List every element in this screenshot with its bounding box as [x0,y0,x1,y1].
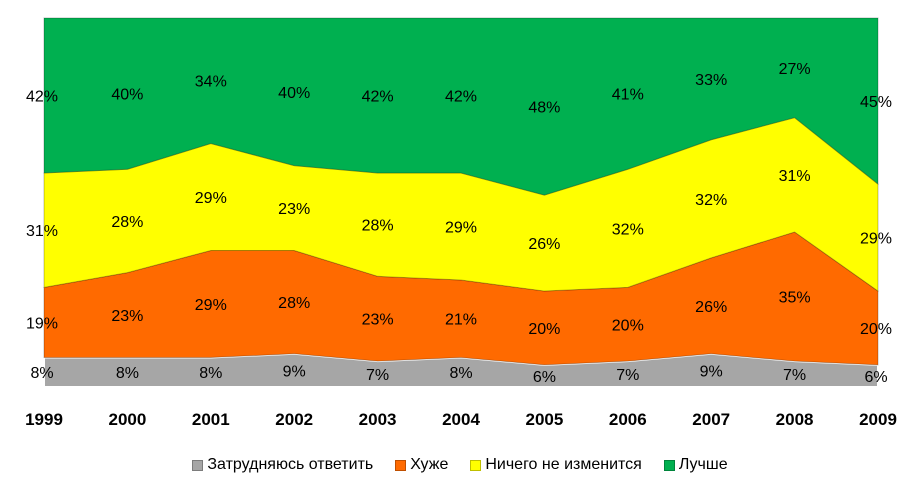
data-label: 29% [195,190,227,207]
legend-item: Лучше [663,456,728,474]
data-label: 23% [278,201,310,218]
data-label: 26% [695,299,727,316]
data-label: 42% [445,88,477,105]
data-label: 7% [366,367,389,384]
data-label: 41% [612,87,644,104]
data-label: 31% [779,168,811,185]
data-label: 7% [616,367,639,384]
data-label: 45% [860,94,892,111]
x-tick-label: 2009 [859,410,897,429]
x-tick-label: 2003 [359,410,397,429]
x-tick-label: 2005 [525,410,563,429]
legend-label: Лучше [678,456,728,473]
data-label: 40% [278,85,310,102]
data-label: 9% [283,363,306,380]
data-label: 20% [528,321,560,338]
area-3 [43,17,879,196]
data-label: 8% [199,365,222,382]
data-label: 32% [612,221,644,238]
data-label: 40% [111,87,143,104]
data-labels: 8% 8% 8% 9% 7% 8% 6% 7% 9% 7% 6% 19% 23% 29% 28% 23% 21%… [26,61,892,386]
x-tick-label: 2001 [192,410,230,429]
legend-item: Ничего не изменится [470,456,642,474]
data-label: 8% [30,365,53,382]
legend-swatch [395,459,407,471]
data-label: 48% [528,100,560,117]
data-label: 28% [278,295,310,312]
legend-item: Затрудняюсь ответить [192,456,373,474]
data-label: 23% [362,312,394,329]
legend-label: Ничего не изменится [485,456,642,473]
data-label: 8% [449,365,472,382]
data-label: 29% [860,231,892,248]
data-label: 35% [779,290,811,307]
data-label: 20% [612,317,644,334]
x-tick-label: 2006 [609,410,647,429]
data-label: 34% [195,74,227,91]
data-label: 26% [528,236,560,253]
data-label: 28% [362,218,394,235]
legend-swatch [470,459,482,471]
x-tick-label: 1999 [25,410,63,429]
x-axis-labels: 1999 2000 2001 2002 2003 2004 2005 2006 2007 2008… [25,410,897,429]
data-label: 9% [700,363,723,380]
data-label: 31% [26,223,58,240]
data-label: 29% [195,297,227,314]
data-label: 42% [362,88,394,105]
legend-item: Хуже [395,456,448,474]
data-label: 27% [779,61,811,78]
data-label: 6% [864,369,887,386]
legend-label: Затрудняюсь ответить [207,456,374,473]
data-label: 29% [445,219,477,236]
data-label: 42% [26,88,58,105]
data-label: 6% [533,369,556,386]
x-tick-label: 2002 [275,410,313,429]
data-label: 8% [116,365,139,382]
x-tick-label: 2004 [442,410,480,429]
x-tick-label: 2007 [692,410,730,429]
data-label: 23% [111,308,143,325]
data-label: 32% [695,192,727,209]
data-label: 7% [783,367,806,384]
data-label: 20% [860,321,892,338]
areas [43,17,879,388]
data-label: 21% [445,312,477,329]
data-label: 28% [111,214,143,231]
legend-swatch [663,459,675,471]
legend: Затрудняюсь ответить Хуже Ничего не измени… [0,456,920,474]
data-label: 19% [26,315,58,332]
x-tick-label: 2008 [776,410,814,429]
x-tick-label: 2000 [108,410,146,429]
data-label: 33% [695,72,727,89]
legend-swatch [192,459,204,471]
legend-label: Хуже [410,456,449,473]
